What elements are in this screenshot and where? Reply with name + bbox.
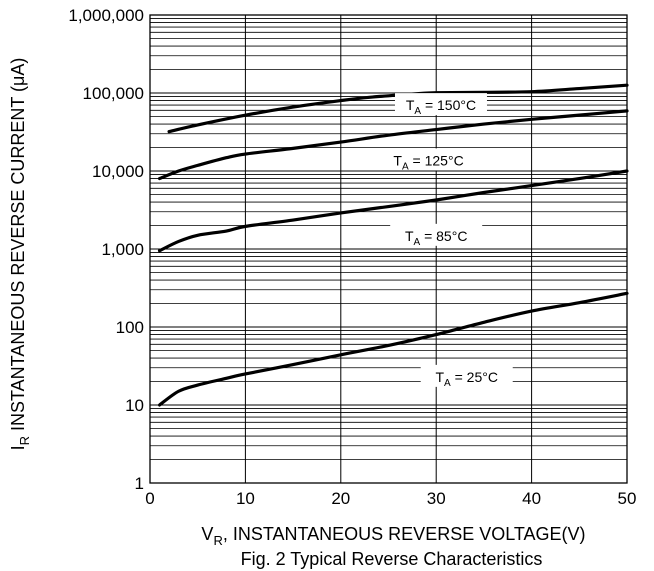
curve-label-rest: = 25°C — [451, 369, 498, 385]
y-tick-label: 1 — [135, 474, 144, 493]
curve-label-sub: A — [444, 378, 451, 389]
y-axis-label-main: I — [8, 445, 28, 450]
curve-label-main: T — [406, 97, 415, 113]
curve-t-a-150-c — [167, 83, 629, 134]
curve-label-sub: A — [402, 161, 409, 172]
x-axis-label: VR, INSTANTANEOUS REVERSE VOLTAGE(V) — [201, 524, 585, 548]
curve-t-a-85-c — [157, 169, 629, 253]
curve-t-a-25-c — [157, 291, 629, 407]
curve-label-rest: = 150°C — [421, 97, 476, 113]
curve-label: TA = 150°C — [406, 97, 476, 117]
y-axis-label-sub: R — [17, 436, 32, 445]
curves — [157, 83, 629, 407]
y-tick-label: 10 — [125, 396, 144, 415]
y-axis-label-rest: INSTANTANEOUS REVERSE CURRENT (μA) — [8, 58, 28, 436]
x-tick-label: 50 — [618, 489, 637, 508]
y-axis-label: IR INSTANTANEOUS REVERSE CURRENT (μA) — [8, 58, 32, 451]
curve-label-rest: = 85°C — [420, 228, 467, 244]
curve-label-rest: = 125°C — [409, 152, 464, 168]
y-tick-label: 10,000 — [92, 162, 144, 181]
y-tick-label: 1,000 — [101, 240, 144, 259]
x-tick-labels: 0 10 20 30 40 50 — [145, 489, 636, 508]
curve-label-main: T — [405, 228, 414, 244]
curve-label-background — [394, 93, 487, 116]
y-tick-labels: 1 10 100 1,000 10,000 100,000 1,000,000 — [68, 6, 144, 493]
x-tick-label: 20 — [331, 489, 350, 508]
plot-frame — [149, 14, 628, 484]
y-tick-label: 1,000,000 — [68, 6, 144, 25]
x-tick-label: 10 — [236, 489, 255, 508]
curve-label-background — [420, 364, 513, 387]
curve-label-main: T — [435, 369, 444, 385]
curve-label: TA = 85°C — [405, 228, 467, 248]
curve-label-sub: A — [414, 106, 421, 117]
curve-label-background — [390, 223, 483, 246]
x-tick-label: 40 — [522, 489, 541, 508]
x-tick-label: 30 — [427, 489, 446, 508]
x-axis-label-rest: , INSTANTANEOUS REVERSE VOLTAGE(V) — [223, 524, 586, 544]
figure-caption: Fig. 2 Typical Reverse Characteristics — [241, 549, 543, 569]
curve-label-background — [382, 148, 475, 171]
y-tick-label: 100 — [116, 318, 144, 337]
x-tick-label: 0 — [145, 489, 154, 508]
y-tick-label: 100,000 — [83, 84, 144, 103]
curve-label: TA = 125°C — [393, 152, 463, 172]
curve-label-sub: A — [414, 237, 421, 248]
curve-t-a-125-c — [157, 109, 629, 181]
x-axis-label-main: V — [201, 524, 213, 544]
curve-label-main: T — [393, 152, 402, 168]
curve-label: TA = 25°C — [435, 369, 497, 389]
curve-labels: TA = 150°CTA = 125°CTA = 85°CTA = 25°C — [382, 93, 513, 389]
x-axis-label-sub: R — [213, 533, 222, 548]
